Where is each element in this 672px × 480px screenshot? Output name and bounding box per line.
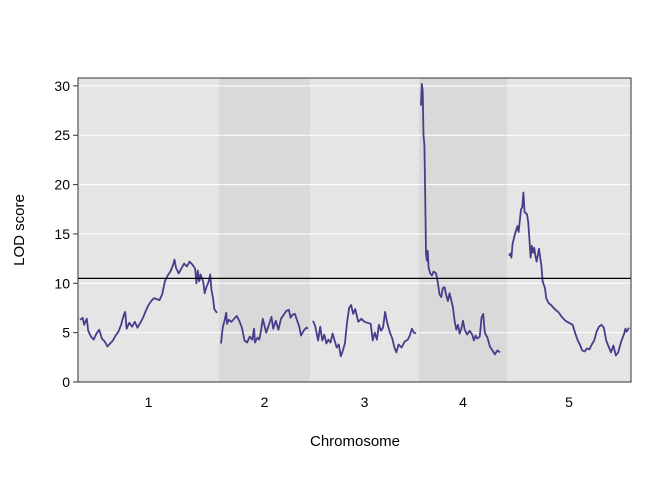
panel-background — [78, 78, 631, 382]
chromosome-band-3 — [310, 78, 419, 382]
y-tick-label: 30 — [54, 78, 70, 94]
chromosome-band-1 — [78, 78, 219, 382]
x-tick-label-chr-5: 5 — [565, 394, 573, 410]
x-tick-label-chr-2: 2 — [261, 394, 269, 410]
lod-curve-chr-3 — [312, 304, 417, 358]
y-tick-label: 10 — [54, 275, 70, 291]
y-tick-label: 25 — [54, 127, 70, 143]
x-axis-title: Chromosome — [310, 433, 400, 450]
x-axis: 1 2 3 4 5 — [145, 394, 574, 410]
lod-curve-chr-5 — [508, 191, 630, 357]
grid-lines — [78, 85, 631, 383]
lod-curve-chr-1 — [79, 258, 218, 348]
chromosome-band-5 — [507, 78, 631, 382]
y-tick-label: 5 — [62, 325, 70, 341]
lod-curves — [79, 83, 630, 358]
lod-curve-chr-2 — [220, 308, 309, 344]
x-tick-label-chr-4: 4 — [459, 394, 467, 410]
plot-frame — [77, 77, 632, 383]
chromosome-band-4 — [419, 78, 507, 382]
y-tick-label: 15 — [54, 226, 70, 242]
y-axis-title: LOD score — [11, 194, 28, 266]
y-tick-label: 0 — [62, 374, 70, 390]
y-axis: 0 5 10 15 20 25 30 — [54, 78, 78, 390]
lod-curve-chr-4 — [420, 83, 501, 356]
chromosome-band-2 — [219, 78, 310, 382]
x-tick-label-chr-3: 3 — [361, 394, 369, 410]
y-tick-label: 20 — [54, 177, 70, 193]
x-tick-label-chr-1: 1 — [145, 394, 153, 410]
